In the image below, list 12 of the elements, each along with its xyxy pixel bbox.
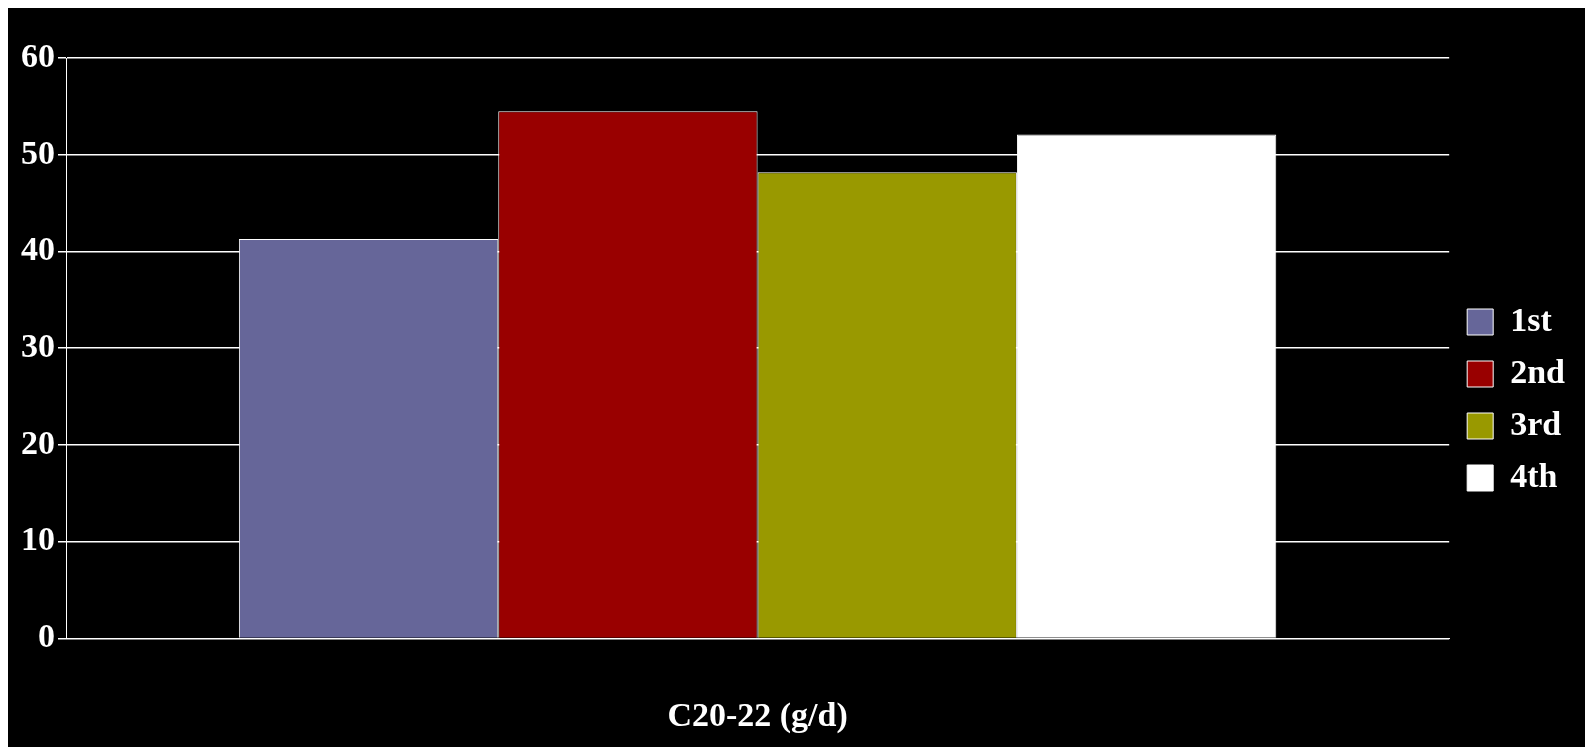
legend-label: 3rd	[1510, 404, 1562, 442]
legend-label: 1st	[1510, 300, 1553, 338]
y-tick-label: 10	[21, 520, 55, 558]
legend-label: 2nd	[1510, 352, 1566, 390]
y-tick-label: 50	[21, 133, 55, 171]
y-tick-label: 20	[21, 423, 55, 461]
y-tick-label: 40	[21, 230, 55, 268]
y-tick-label: 30	[21, 326, 55, 364]
legend-label: 4th	[1510, 456, 1558, 494]
y-tick-label: 60	[21, 36, 55, 74]
y-tick-label: 0	[38, 617, 55, 655]
x-axis-title: C20-22 (g/d)	[667, 696, 848, 735]
